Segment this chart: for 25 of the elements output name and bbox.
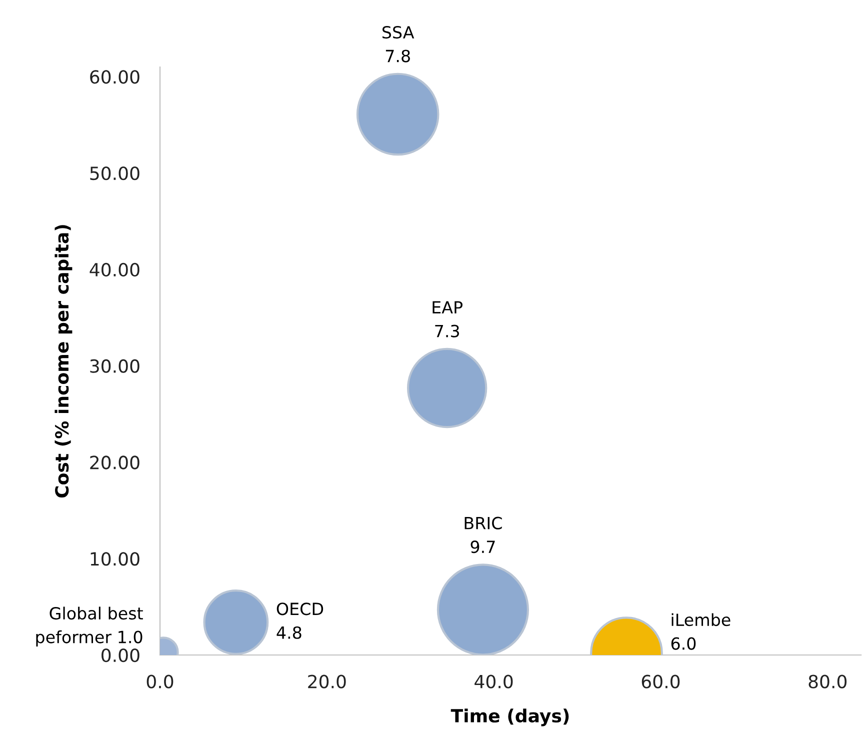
- y-tick-label: 30.00: [90, 359, 140, 373]
- text: BRIC: [464, 516, 502, 530]
- y-tick-label: 60.00: [90, 70, 140, 84]
- y-tick-label: 20.00: [90, 456, 140, 470]
- text: SSA: [382, 26, 414, 39]
- text: EAP: [432, 301, 462, 314]
- data-label: 7.8: [386, 50, 410, 62]
- data-label: 4.8: [276, 626, 302, 639]
- y-tick-label: 40.00: [90, 262, 140, 277]
- x-tick-label: 80.0: [808, 674, 847, 688]
- y-tick-label: 10.00: [90, 552, 140, 566]
- y-tick-label: 0.00: [102, 648, 140, 662]
- y-tick-label: 50.00: [90, 166, 140, 180]
- text: Global best peformer 1.0: [36, 606, 143, 647]
- data-label: 6.0: [671, 637, 696, 650]
- series-label: OECD: [276, 602, 324, 616]
- x-axis-title: Time (days): [450, 708, 569, 726]
- y-axis-title: Cost (% income per capita): [54, 225, 72, 498]
- x-tick-label: 40.0: [474, 674, 513, 688]
- x-tick-label: 0.0: [146, 674, 174, 688]
- series-label: iLembe: [672, 613, 730, 626]
- x-tick-label: 20.0: [308, 674, 346, 688]
- x-tick-label: 60.0: [642, 674, 680, 688]
- data-label: 7.3: [435, 324, 459, 338]
- data-label: 9.7: [470, 540, 495, 554]
